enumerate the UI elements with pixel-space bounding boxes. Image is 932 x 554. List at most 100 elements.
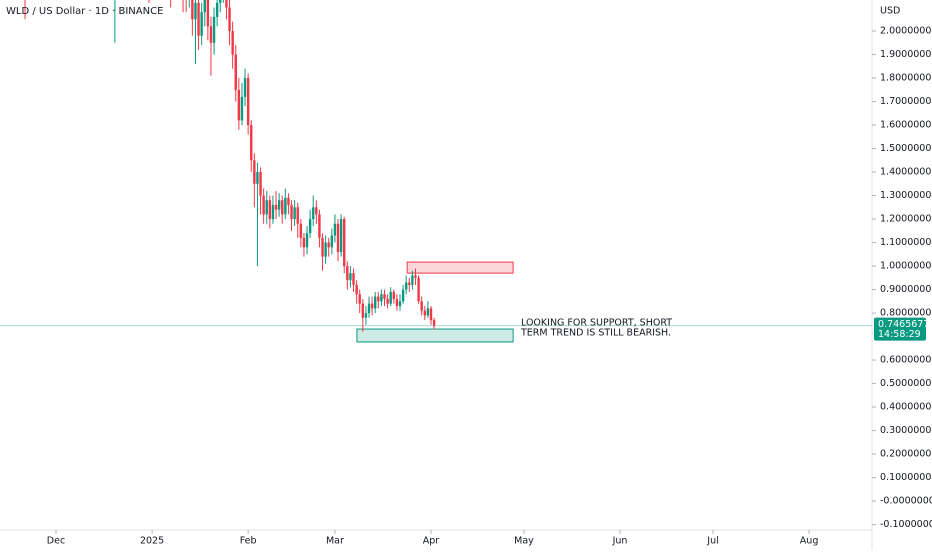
last-price-box (874, 317, 926, 341)
candle-body (423, 310, 426, 316)
candle-body (392, 291, 396, 299)
candle-body (253, 160, 256, 184)
candle-body (305, 233, 309, 248)
x-tick-label: Dec (47, 536, 65, 547)
candle-body (315, 207, 318, 215)
candle-body (432, 320, 436, 326)
candle-body (352, 273, 355, 285)
y-tick-label: 1.90000000 (880, 49, 932, 60)
countdown-label: 14:58:29 (878, 329, 921, 340)
y-tick-label: 0.30000000 (880, 425, 932, 436)
candle-body (250, 125, 253, 161)
candle-body (370, 303, 374, 309)
candle-body (290, 204, 293, 220)
candle-body (355, 284, 358, 295)
candle-body (321, 237, 324, 257)
y-tick-label: 0.50000000 (880, 378, 932, 389)
candle-body (343, 219, 346, 267)
y-tick-label: -0.10000000 (880, 519, 932, 530)
candle-body (274, 204, 278, 210)
y-tick-label: 0.90000000 (880, 284, 932, 295)
candle-body (386, 298, 389, 304)
x-tick-label: Jul (706, 536, 718, 547)
candle-body (346, 266, 349, 281)
candle-body (380, 294, 383, 302)
candle-body (299, 223, 303, 238)
x-tick-label: Apr (423, 536, 440, 547)
y-tick-label: 1.40000000 (880, 167, 932, 178)
candle-body (284, 197, 287, 215)
y-tick-label: 0.40000000 (880, 402, 932, 413)
candle-body (389, 291, 392, 304)
candle-body (237, 89, 241, 121)
y-tick-label: 2.00000000 (880, 26, 932, 37)
candle-body (330, 235, 334, 248)
candle-body (268, 200, 272, 220)
candle-body (281, 200, 284, 215)
candle-body (287, 197, 290, 205)
candle-body (240, 96, 244, 121)
candle-body (395, 298, 399, 307)
candle-body (225, 0, 228, 8)
candle-body (228, 7, 231, 32)
y-tick-label: 1.00000000 (880, 261, 932, 272)
candle-body (405, 282, 408, 290)
candle-body (206, 0, 210, 27)
x-tick-label: 2025 (140, 536, 164, 547)
y-tick-label: -0.00000000 (880, 496, 932, 507)
candle-body (246, 78, 250, 126)
candle-body (265, 200, 268, 215)
candle-body (212, 16, 216, 43)
candle-body (364, 313, 368, 318)
candle-body (209, 26, 213, 43)
candle-body (327, 242, 330, 248)
candle-body (215, 2, 219, 17)
candle-body (361, 303, 365, 318)
x-tick-label: Jun (612, 536, 628, 547)
chart-title: WLD / US Dollar · 1D · BINANCE (6, 6, 163, 17)
candle-body (324, 242, 327, 257)
candle-body (417, 277, 420, 302)
candle-body (203, 0, 206, 13)
candle-body (383, 294, 386, 299)
y-tick-label: 0.10000000 (880, 472, 932, 483)
candle-body (426, 308, 430, 316)
candle-body (219, 0, 222, 3)
y-tick-label: 0.60000000 (880, 355, 932, 366)
candle-body (191, 0, 194, 20)
candle-body (271, 204, 275, 220)
candle-body (302, 237, 306, 248)
x-tick-label: Mar (326, 536, 344, 547)
candle-body (243, 78, 247, 97)
candle-body (420, 301, 423, 311)
candle-body (231, 31, 234, 55)
candle-body (336, 223, 340, 252)
annotation-text: TERM TREND IS STILL BEARISH. (520, 328, 671, 339)
candle-body (414, 275, 417, 278)
y-tick-label: 0.20000000 (880, 449, 932, 460)
annotation-text: LOOKING FOR SUPPORT, SHORT (521, 318, 672, 329)
candle-body (277, 200, 281, 210)
y-tick-label: 1.70000000 (880, 96, 932, 107)
candle-body (194, 2, 197, 20)
y-tick-label: 1.30000000 (880, 190, 932, 201)
y-tick-label: 0.80000000 (880, 308, 932, 319)
candle-body (312, 207, 315, 220)
plot-area (0, 0, 872, 343)
x-tick-label: May (514, 536, 534, 547)
y-tick-label: 1.20000000 (880, 214, 932, 225)
candle-body (408, 282, 411, 285)
last-price-label: 0.74656770 (878, 319, 932, 330)
candle-body (398, 301, 402, 307)
candle-body (333, 223, 337, 236)
x-tick-label: Aug (800, 536, 819, 547)
candle-body (367, 303, 371, 314)
candle-body (256, 172, 259, 184)
candle-body (259, 172, 262, 196)
candle-body (308, 219, 312, 234)
zone (406, 261, 514, 274)
y-tick-label: 1.50000000 (880, 143, 932, 154)
candle-body (358, 294, 361, 304)
candle-body (318, 214, 321, 238)
